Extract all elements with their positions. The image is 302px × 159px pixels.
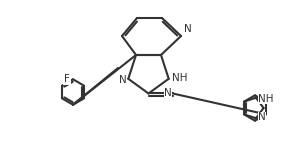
Text: N: N [118,75,126,85]
Text: F: F [64,74,70,84]
Text: N: N [258,112,266,122]
Text: N: N [164,88,172,98]
Text: N: N [184,24,192,34]
Text: NH: NH [172,73,187,83]
Text: NH: NH [258,94,274,104]
